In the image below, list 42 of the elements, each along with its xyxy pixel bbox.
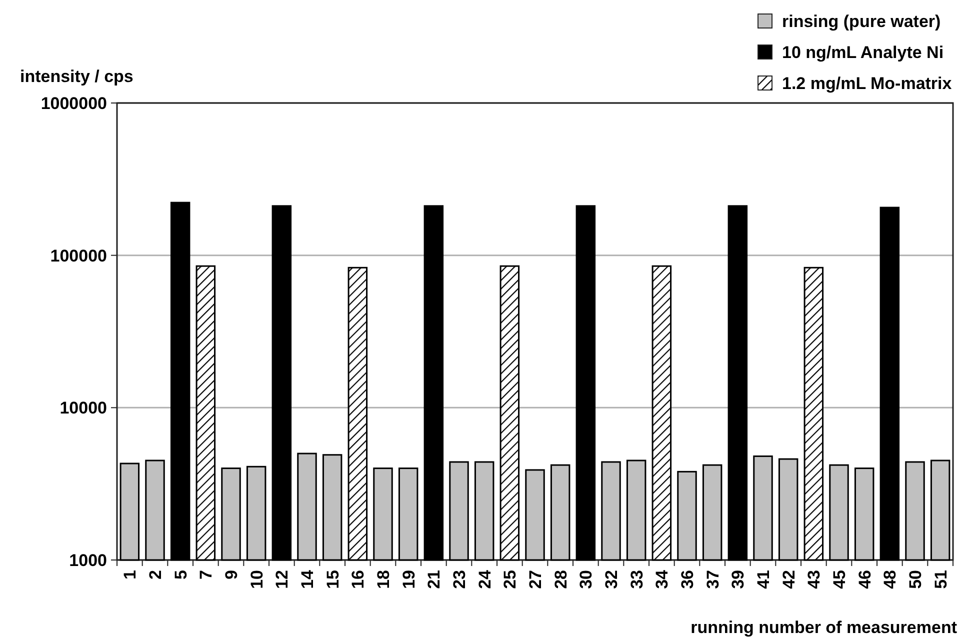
x-tick-label: 16: [348, 570, 368, 589]
x-axis-title: running number of measurement: [690, 618, 958, 637]
x-tick-label: 7: [196, 570, 216, 580]
legend-label: 1.2 mg/mL Mo-matrix: [782, 74, 952, 93]
x-tick-label: 33: [627, 570, 646, 589]
x-tick-label: 12: [272, 570, 292, 589]
x-tick-label: 48: [880, 570, 900, 589]
x-tick-label: 23: [450, 570, 469, 589]
x-tick-label: 34: [652, 569, 672, 589]
x-tick-label: 10: [247, 570, 266, 589]
legend-label: rinsing (pure water): [782, 12, 941, 31]
x-tick-label: 30: [576, 570, 596, 589]
x-tick-label: 15: [323, 570, 342, 589]
x-tick-label: 27: [526, 570, 545, 589]
x-tick-label: 25: [500, 570, 520, 589]
x-tick-label: 21: [424, 570, 444, 589]
x-tick-label: 36: [678, 570, 697, 589]
x-tick-label: 19: [399, 570, 418, 589]
x-tick-label: 1: [120, 570, 140, 580]
x-tick-label: 41: [754, 570, 773, 589]
x-tick-label: 18: [374, 570, 393, 589]
y-tick-label: 10000: [60, 398, 107, 418]
x-tick-label: 39: [728, 570, 748, 589]
x-tick-label: 45: [830, 570, 849, 589]
x-tick-label: 14: [298, 569, 317, 589]
x-tick-label: 28: [551, 570, 570, 589]
y-tick-label: 1000: [69, 550, 107, 570]
x-tick-label: 46: [855, 570, 874, 589]
x-tick-label: 50: [906, 570, 925, 589]
y-axis-title: intensity / cps: [20, 67, 134, 86]
y-tick-label: 1000000: [40, 94, 107, 113]
x-tick-label: 43: [804, 570, 824, 589]
x-tick-label: 37: [703, 570, 722, 589]
x-tick-label: 9: [222, 570, 241, 580]
x-tick-label: 24: [475, 569, 494, 589]
x-tick-label: 5: [171, 570, 190, 580]
x-tick-label: 42: [779, 570, 798, 589]
x-tick-label: 2: [146, 570, 165, 580]
x-tick-label: 32: [602, 570, 621, 589]
x-tick-label: 51: [931, 570, 950, 589]
legend-label: 10 ng/mL Analyte Ni: [782, 42, 944, 62]
y-tick-label: 100000: [50, 246, 107, 266]
